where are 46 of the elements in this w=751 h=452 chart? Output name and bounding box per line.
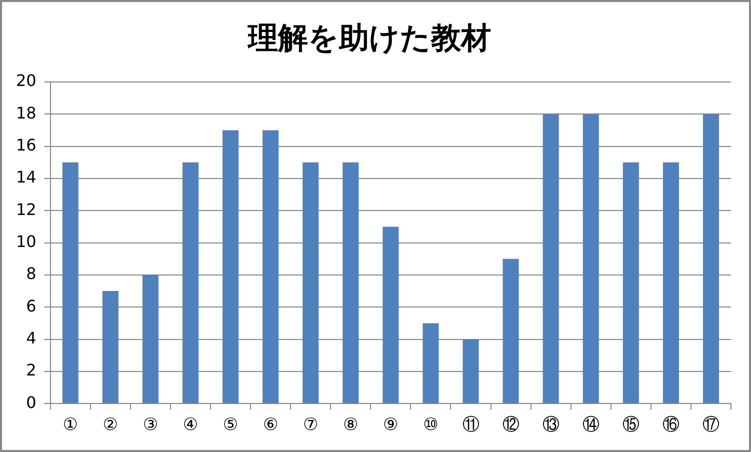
x-tick-label: ⑩ <box>423 415 438 436</box>
x-tick-label: ③ <box>142 415 158 436</box>
x-tick-label: ⑥ <box>262 415 278 436</box>
x-tick-label: ⑮ <box>622 415 640 436</box>
bar <box>622 162 639 404</box>
y-tick-label: 0 <box>26 392 36 412</box>
x-tick-label: ⑯ <box>662 415 680 436</box>
bar <box>382 226 399 404</box>
bar <box>102 291 118 404</box>
y-tick-label: 18 <box>16 103 36 122</box>
bar <box>262 130 279 404</box>
bar <box>222 130 239 404</box>
x-tick-label: ⑨ <box>383 415 398 436</box>
bar <box>662 162 679 404</box>
x-tick-label: ⑬ <box>542 415 560 436</box>
y-tick-label: 4 <box>26 328 36 348</box>
x-tick-label: ⑪ <box>462 415 480 436</box>
bar <box>422 323 439 404</box>
y-tick-label: 6 <box>26 296 36 316</box>
y-tick-label: 2 <box>26 360 36 380</box>
y-tick-label: 12 <box>16 200 36 219</box>
y-tick-label: 14 <box>16 168 36 187</box>
chart-title: 理解を助けた教材 <box>247 20 491 56</box>
x-tick-label: ⑦ <box>302 415 318 436</box>
bar <box>342 162 359 404</box>
x-tick-label: ② <box>102 415 118 436</box>
y-tick-label: 10 <box>16 232 36 251</box>
y-tick-label: 16 <box>16 135 36 154</box>
y-tick-label: 8 <box>26 264 36 284</box>
bar <box>462 339 479 404</box>
x-tick-label: ④ <box>182 415 198 436</box>
x-tick-label: ⑧ <box>343 415 358 436</box>
x-tick-label: ⑫ <box>502 415 520 436</box>
bar <box>182 162 198 404</box>
bar <box>62 162 78 404</box>
x-tick-label: ⑭ <box>582 415 600 436</box>
y-tick-label: 20 <box>16 71 36 90</box>
x-tick-label: ① <box>62 415 78 436</box>
bar <box>542 114 559 404</box>
bar <box>302 162 319 404</box>
bar <box>582 114 599 404</box>
bar <box>142 274 158 404</box>
x-tick-label: ⑤ <box>222 415 238 436</box>
x-tick-label: ⑰ <box>702 415 720 436</box>
bar <box>702 114 719 404</box>
bar <box>502 258 519 404</box>
